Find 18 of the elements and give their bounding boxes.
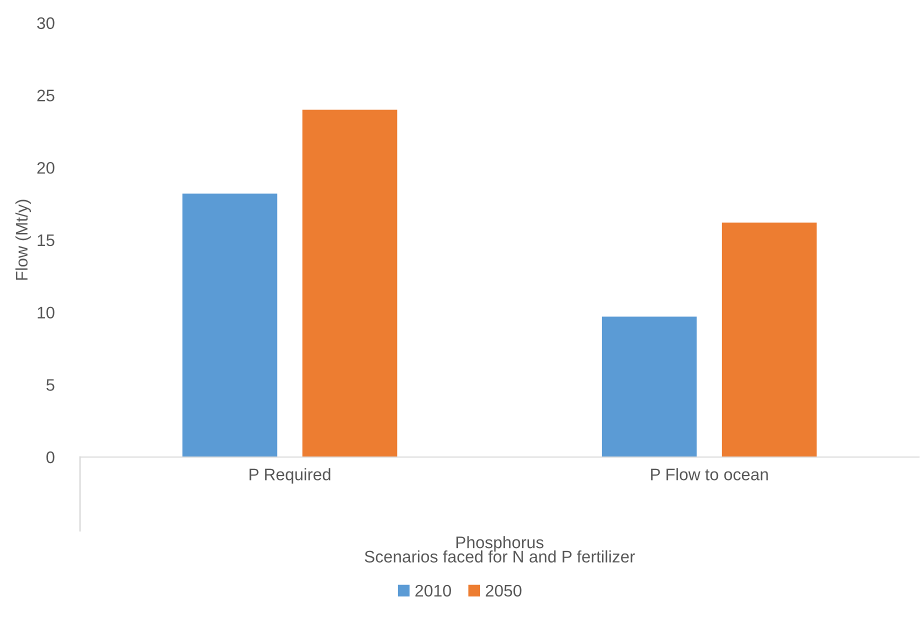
y-tick-label: 20 <box>37 162 54 174</box>
y-tick-label: 25 <box>37 90 54 102</box>
y-tick-label: 5 <box>46 379 54 391</box>
legend-label: 2050 <box>486 584 522 597</box>
y-tick-label: 0 <box>46 451 54 464</box>
bar <box>602 316 697 458</box>
y-tick-label: 10 <box>38 306 54 318</box>
bar <box>302 110 398 458</box>
y-tick-label: 15 <box>38 234 54 246</box>
x-tick-label: P Required <box>250 468 330 484</box>
text: Phosphorus <box>456 536 544 552</box>
legend-label: 2010 <box>415 584 452 597</box>
bar <box>182 194 278 458</box>
x-tick-label: P Flow to ocean <box>651 468 768 480</box>
y-axis-title: Flow (Mt/y) <box>15 200 31 280</box>
bar <box>722 222 817 458</box>
y-tick-label: 30 <box>37 17 54 30</box>
x-axis-title: Scenarios faced for N and P fertilizer <box>364 550 635 563</box>
